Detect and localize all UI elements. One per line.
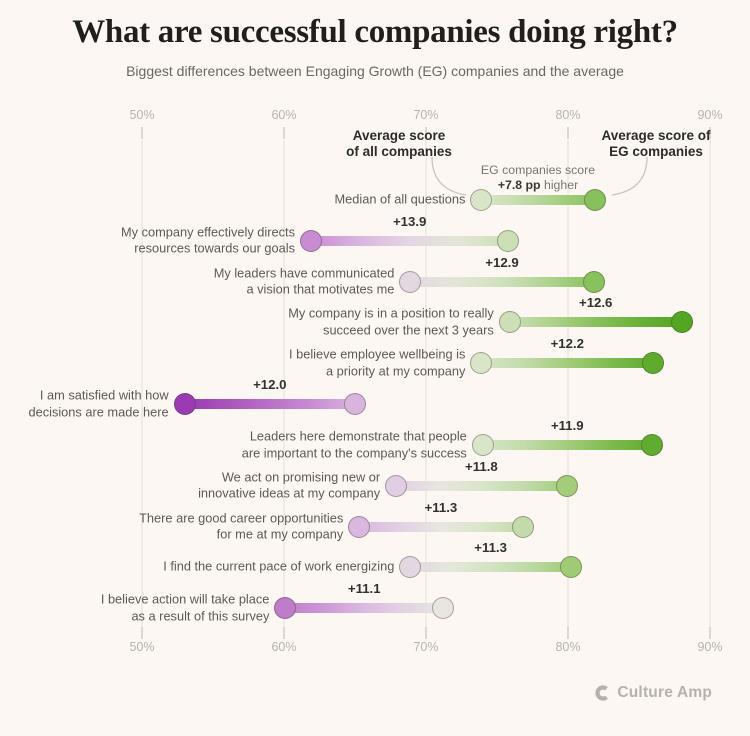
annotation-avg-eg-line1: Average score of [601,128,711,143]
callout-line2: +7.8 pp higher [497,178,579,193]
row-0-avg-dot [470,189,493,211]
row-1-diff-label: +13.9 [392,213,427,229]
gridline-90 [709,140,711,627]
axis-label-top-80: 80% [555,108,581,122]
page-title: What are successful companies doing righ… [72,14,678,50]
row-1-avg-dot [299,229,322,252]
axis-label-top-70: 70% [413,108,439,122]
row-2-avg-dot [399,270,422,293]
row-4-avg-dot [470,352,493,375]
row-0-connector-bar [481,195,595,205]
row-3-diff-label: +12.6 [579,295,613,311]
row-9-label: I find the current pace of work energizi… [163,559,395,575]
annotation-avg-eg-companies: Average score of EG companies [601,128,710,160]
row-10-label: I believe action will take place as a re… [100,591,270,624]
row-2-eg-dot [582,270,605,293]
gridline-80 [567,140,569,627]
row-1-connector-bar [310,235,509,246]
row-5-avg-dot [173,393,196,416]
row-7-diff-label: +11.8 [465,458,498,474]
row-6-connector-bar [482,439,652,450]
row-8-diff-label: +11.3 [424,499,458,515]
row-5-connector-bar [184,399,355,410]
row-4-connector-bar [481,358,654,369]
row-10-eg-dot [432,597,455,620]
row-10-avg-dot [274,597,297,620]
axis-label-top-90: 90% [697,108,723,122]
axis-label-top-60: 60% [271,108,297,122]
row-7-connector-bar [396,480,567,491]
axis-tick-bottom-60 [283,627,285,639]
axis-tick-top-90 [709,127,711,139]
annotation-avg-all-line1: Average score [352,128,446,143]
axis-label-bottom-90: 90% [697,640,723,654]
axis-tick-top-80 [567,127,569,139]
axis-tick-top-70 [425,127,427,139]
culture-amp-logo-text: Culture Amp [617,684,712,701]
row-6-label: Leaders here demonstrate that people are… [241,428,467,460]
axis-tick-bottom-80 [567,627,569,639]
row-9-eg-dot [559,556,582,579]
annotation-avg-all-line2: of all companies [346,144,452,160]
row-6-diff-label: +11.9 [550,417,584,433]
row-3-connector-bar [509,317,682,328]
row-10-diff-label: +11.1 [347,581,381,597]
axis-tick-bottom-70 [425,627,427,639]
annotation-avg-eg-line2: EG companies [609,144,703,160]
row-5-diff-label: +12.0 [253,377,287,393]
row-5-label: I am satisfied with how decisions are ma… [28,387,169,420]
row-10-connector-bar [285,603,444,614]
connector-curve-right [611,156,648,196]
axis-label-top-50: 50% [129,108,155,122]
row-9-diff-label: +11.3 [474,540,507,556]
row-1-label: My company effectively directs resources… [120,224,295,256]
row-1-eg-dot [497,229,520,252]
row-5-eg-dot [344,393,366,416]
connector-curve-left [431,156,467,196]
axis-tick-top-50 [141,127,143,139]
row-9-connector-bar [410,562,571,573]
row-4-label: I believe employee wellbeing is a priori… [288,346,466,379]
axis-label-bottom-50: 50% [129,640,155,654]
row-8-label: There are good career opportunities for … [139,510,344,542]
row-3-eg-dot [670,311,693,334]
row-7-eg-dot [555,474,578,497]
row-6-avg-dot [471,433,494,456]
axis-label-bottom-80: 80% [555,640,581,654]
footer-logo: Culture Amp [595,684,712,702]
row-7-label: We act on promising new or innovative id… [198,469,381,501]
callout-line1: EG companies score [480,163,596,177]
axis-tick-top-60 [283,127,285,139]
row-4-eg-dot [642,352,665,375]
row-3-avg-dot [498,311,521,334]
axis-label-bottom-60: 60% [271,640,297,654]
row-8-eg-dot [511,515,534,538]
row-2-diff-label: +12.9 [485,254,519,270]
row-8-connector-bar [359,521,523,532]
gridline-50 [141,140,143,627]
row-0-label: Median of all questions [334,191,466,207]
annotation-avg-all-companies: Average score of all companies [346,128,452,160]
row-8-avg-dot [348,515,371,538]
row-4-diff-label: +12.2 [550,336,584,352]
gridline-70 [425,140,427,627]
row-2-connector-bar [410,276,594,287]
row-3-label: My company is in a position to really su… [288,305,494,338]
gridline-60 [283,140,285,627]
row-9-avg-dot [399,556,422,579]
axis-label-bottom-70: 70% [413,640,439,654]
row-7-avg-dot [385,474,408,497]
axis-tick-bottom-90 [709,627,711,639]
culture-amp-logo-icon [595,685,609,701]
callout-eg-score-higher: EG companies score +7.8 pp higher [481,163,595,194]
row-2-label: My leaders have communicated a vision th… [213,265,395,297]
page-subtitle: Biggest differences between Engaging Gro… [126,63,624,79]
row-6-eg-dot [640,433,663,456]
axis-tick-bottom-50 [141,627,143,639]
row-0-eg-dot [583,189,606,211]
